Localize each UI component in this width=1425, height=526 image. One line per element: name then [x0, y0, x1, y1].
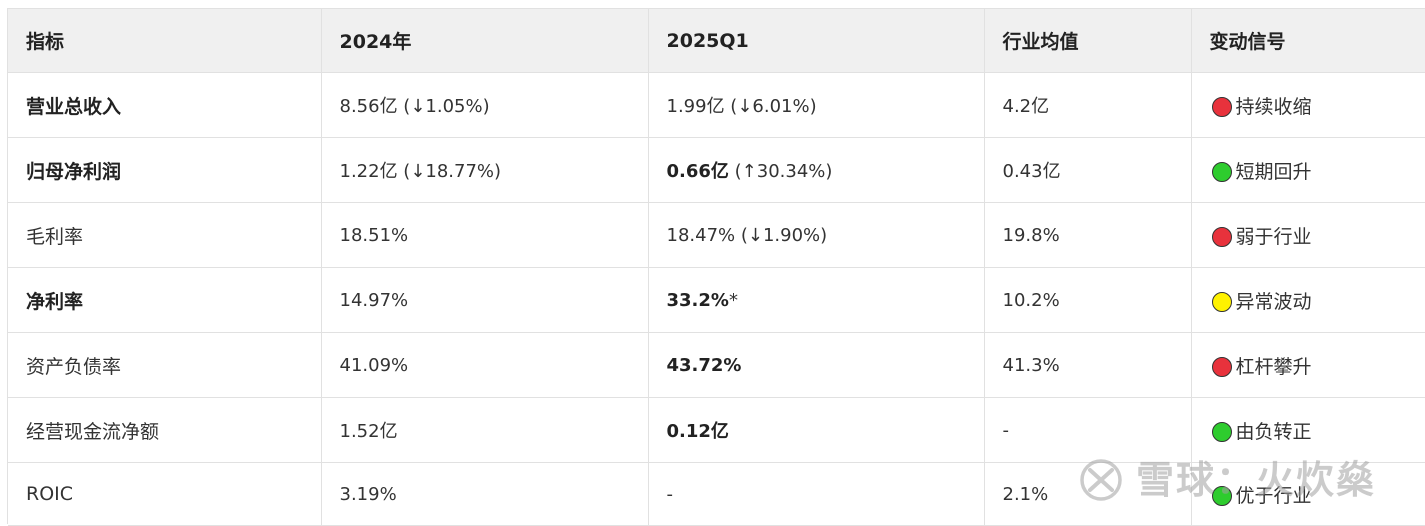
signal-cell: 异常波动 — [1191, 267, 1425, 333]
industry-avg-cell: 4.2亿 — [984, 72, 1192, 138]
value-2025q1-main: - — [666, 483, 674, 505]
value-2025q1-change: (↓6.01%) — [724, 96, 817, 117]
value-2025q1-main: 33.2% — [666, 289, 729, 311]
table-row: 归母净利润 1.22亿 (↓18.77%) 0.66亿 (↑30.34%) 0.43亿… — [8, 137, 1425, 203]
metric-name-cell: 经营现金流净额 — [8, 397, 322, 463]
header-signal: 变动信号 — [1191, 9, 1425, 73]
signal-label: 短期回升 — [1235, 160, 1312, 183]
table-header-row: 指标 2024年 2025Q1 行业均值 变动信号 — [8, 9, 1425, 73]
value-2024-cell: 1.22亿 (↓18.77%) — [321, 137, 649, 203]
green-circle-icon — [1211, 421, 1232, 442]
header-2025q1: 2025Q1 — [648, 9, 985, 73]
metrics-table-container: 指标 2024年 2025Q1 行业均值 变动信号 营业总收入 8.56亿 (↓1… — [7, 8, 1425, 526]
signal-cell: 优于行业 — [1191, 462, 1425, 526]
industry-avg-cell: 41.3% — [984, 332, 1192, 398]
signal-label: 异常波动 — [1235, 290, 1312, 313]
signal-label: 弱于行业 — [1235, 225, 1312, 248]
industry-avg-cell: 0.43亿 — [984, 137, 1192, 203]
financial-metrics-table: 指标 2024年 2025Q1 行业均值 变动信号 营业总收入 8.56亿 (↓1… — [8, 9, 1425, 526]
value-2024-cell: 14.97% — [321, 267, 649, 333]
value-2025q1-cell: 33.2%* — [648, 267, 985, 333]
value-2025q1-main: 0.66亿 — [666, 161, 729, 182]
signal-cell: 持续收缩 — [1191, 72, 1425, 138]
metric-name-cell: 净利率 — [8, 267, 322, 333]
industry-avg-cell: 2.1% — [984, 462, 1192, 526]
table-row: 经营现金流净额 1.52亿 0.12亿 - 由负转正 — [8, 397, 1425, 463]
signal-cell: 由负转正 — [1191, 397, 1425, 463]
value-2025q1-main: 18.47% — [666, 224, 736, 246]
value-2025q1-cell: 0.12亿 — [648, 397, 985, 463]
signal-cell: 杠杆攀升 — [1191, 332, 1425, 398]
industry-avg-cell: - — [984, 397, 1192, 463]
table-row: ROIC 3.19% - 2.1% 优于行业 — [8, 462, 1425, 526]
signal-label: 由负转正 — [1235, 420, 1312, 443]
value-2024-cell: 1.52亿 — [321, 397, 649, 463]
metric-name-cell: 毛利率 — [8, 202, 322, 268]
green-circle-icon — [1211, 161, 1232, 182]
header-industry-avg: 行业均值 — [984, 9, 1192, 73]
value-2024-cell: 8.56亿 (↓1.05%) — [321, 72, 649, 138]
industry-avg-cell: 10.2% — [984, 267, 1192, 333]
red-circle-icon — [1211, 226, 1232, 247]
value-2024-cell: 3.19% — [321, 462, 649, 526]
header-2024: 2024年 — [321, 9, 649, 73]
value-2025q1-main: 0.12亿 — [666, 421, 729, 442]
value-2025q1-cell: 1.99亿 (↓6.01%) — [648, 72, 985, 138]
metric-name-cell: 营业总收入 — [8, 72, 322, 138]
table-row: 毛利率 18.51% 18.47% (↓1.90%) 19.8% 弱于行业 — [8, 202, 1425, 268]
value-2025q1-change: * — [728, 289, 738, 311]
green-circle-icon — [1211, 485, 1232, 506]
signal-cell: 短期回升 — [1191, 137, 1425, 203]
table-row: 营业总收入 8.56亿 (↓1.05%) 1.99亿 (↓6.01%) 4.2亿 持续收… — [8, 72, 1425, 138]
value-2025q1-main: 1.99亿 — [666, 96, 725, 117]
signal-cell: 弱于行业 — [1191, 202, 1425, 268]
value-2025q1-change: (↑30.34%) — [728, 161, 833, 182]
table-row: 净利率 14.97% 33.2%* 10.2% 异常波动 — [8, 267, 1425, 333]
value-2024-cell: 41.09% — [321, 332, 649, 398]
metric-name-cell: ROIC — [8, 462, 322, 526]
value-2025q1-change: (↓1.90%) — [735, 224, 828, 246]
metric-name-cell: 资产负债率 — [8, 332, 322, 398]
header-metric: 指标 — [8, 9, 322, 73]
table-row: 资产负债率 41.09% 43.72% 41.3% 杠杆攀升 — [8, 332, 1425, 398]
value-2025q1-cell: 0.66亿 (↑30.34%) — [648, 137, 985, 203]
value-2025q1-cell: 43.72% — [648, 332, 985, 398]
metric-name-cell: 归母净利润 — [8, 137, 322, 203]
value-2025q1-cell: 18.47% (↓1.90%) — [648, 202, 985, 268]
signal-label: 优于行业 — [1235, 484, 1312, 507]
industry-avg-cell: 19.8% — [984, 202, 1192, 268]
value-2024-cell: 18.51% — [321, 202, 649, 268]
signal-label: 杠杆攀升 — [1235, 355, 1312, 378]
red-circle-icon — [1211, 96, 1232, 117]
red-circle-icon — [1211, 356, 1232, 377]
signal-label: 持续收缩 — [1235, 95, 1312, 118]
value-2025q1-main: 43.72% — [666, 354, 742, 376]
yellow-circle-icon — [1211, 291, 1232, 312]
value-2025q1-cell: - — [648, 462, 985, 526]
